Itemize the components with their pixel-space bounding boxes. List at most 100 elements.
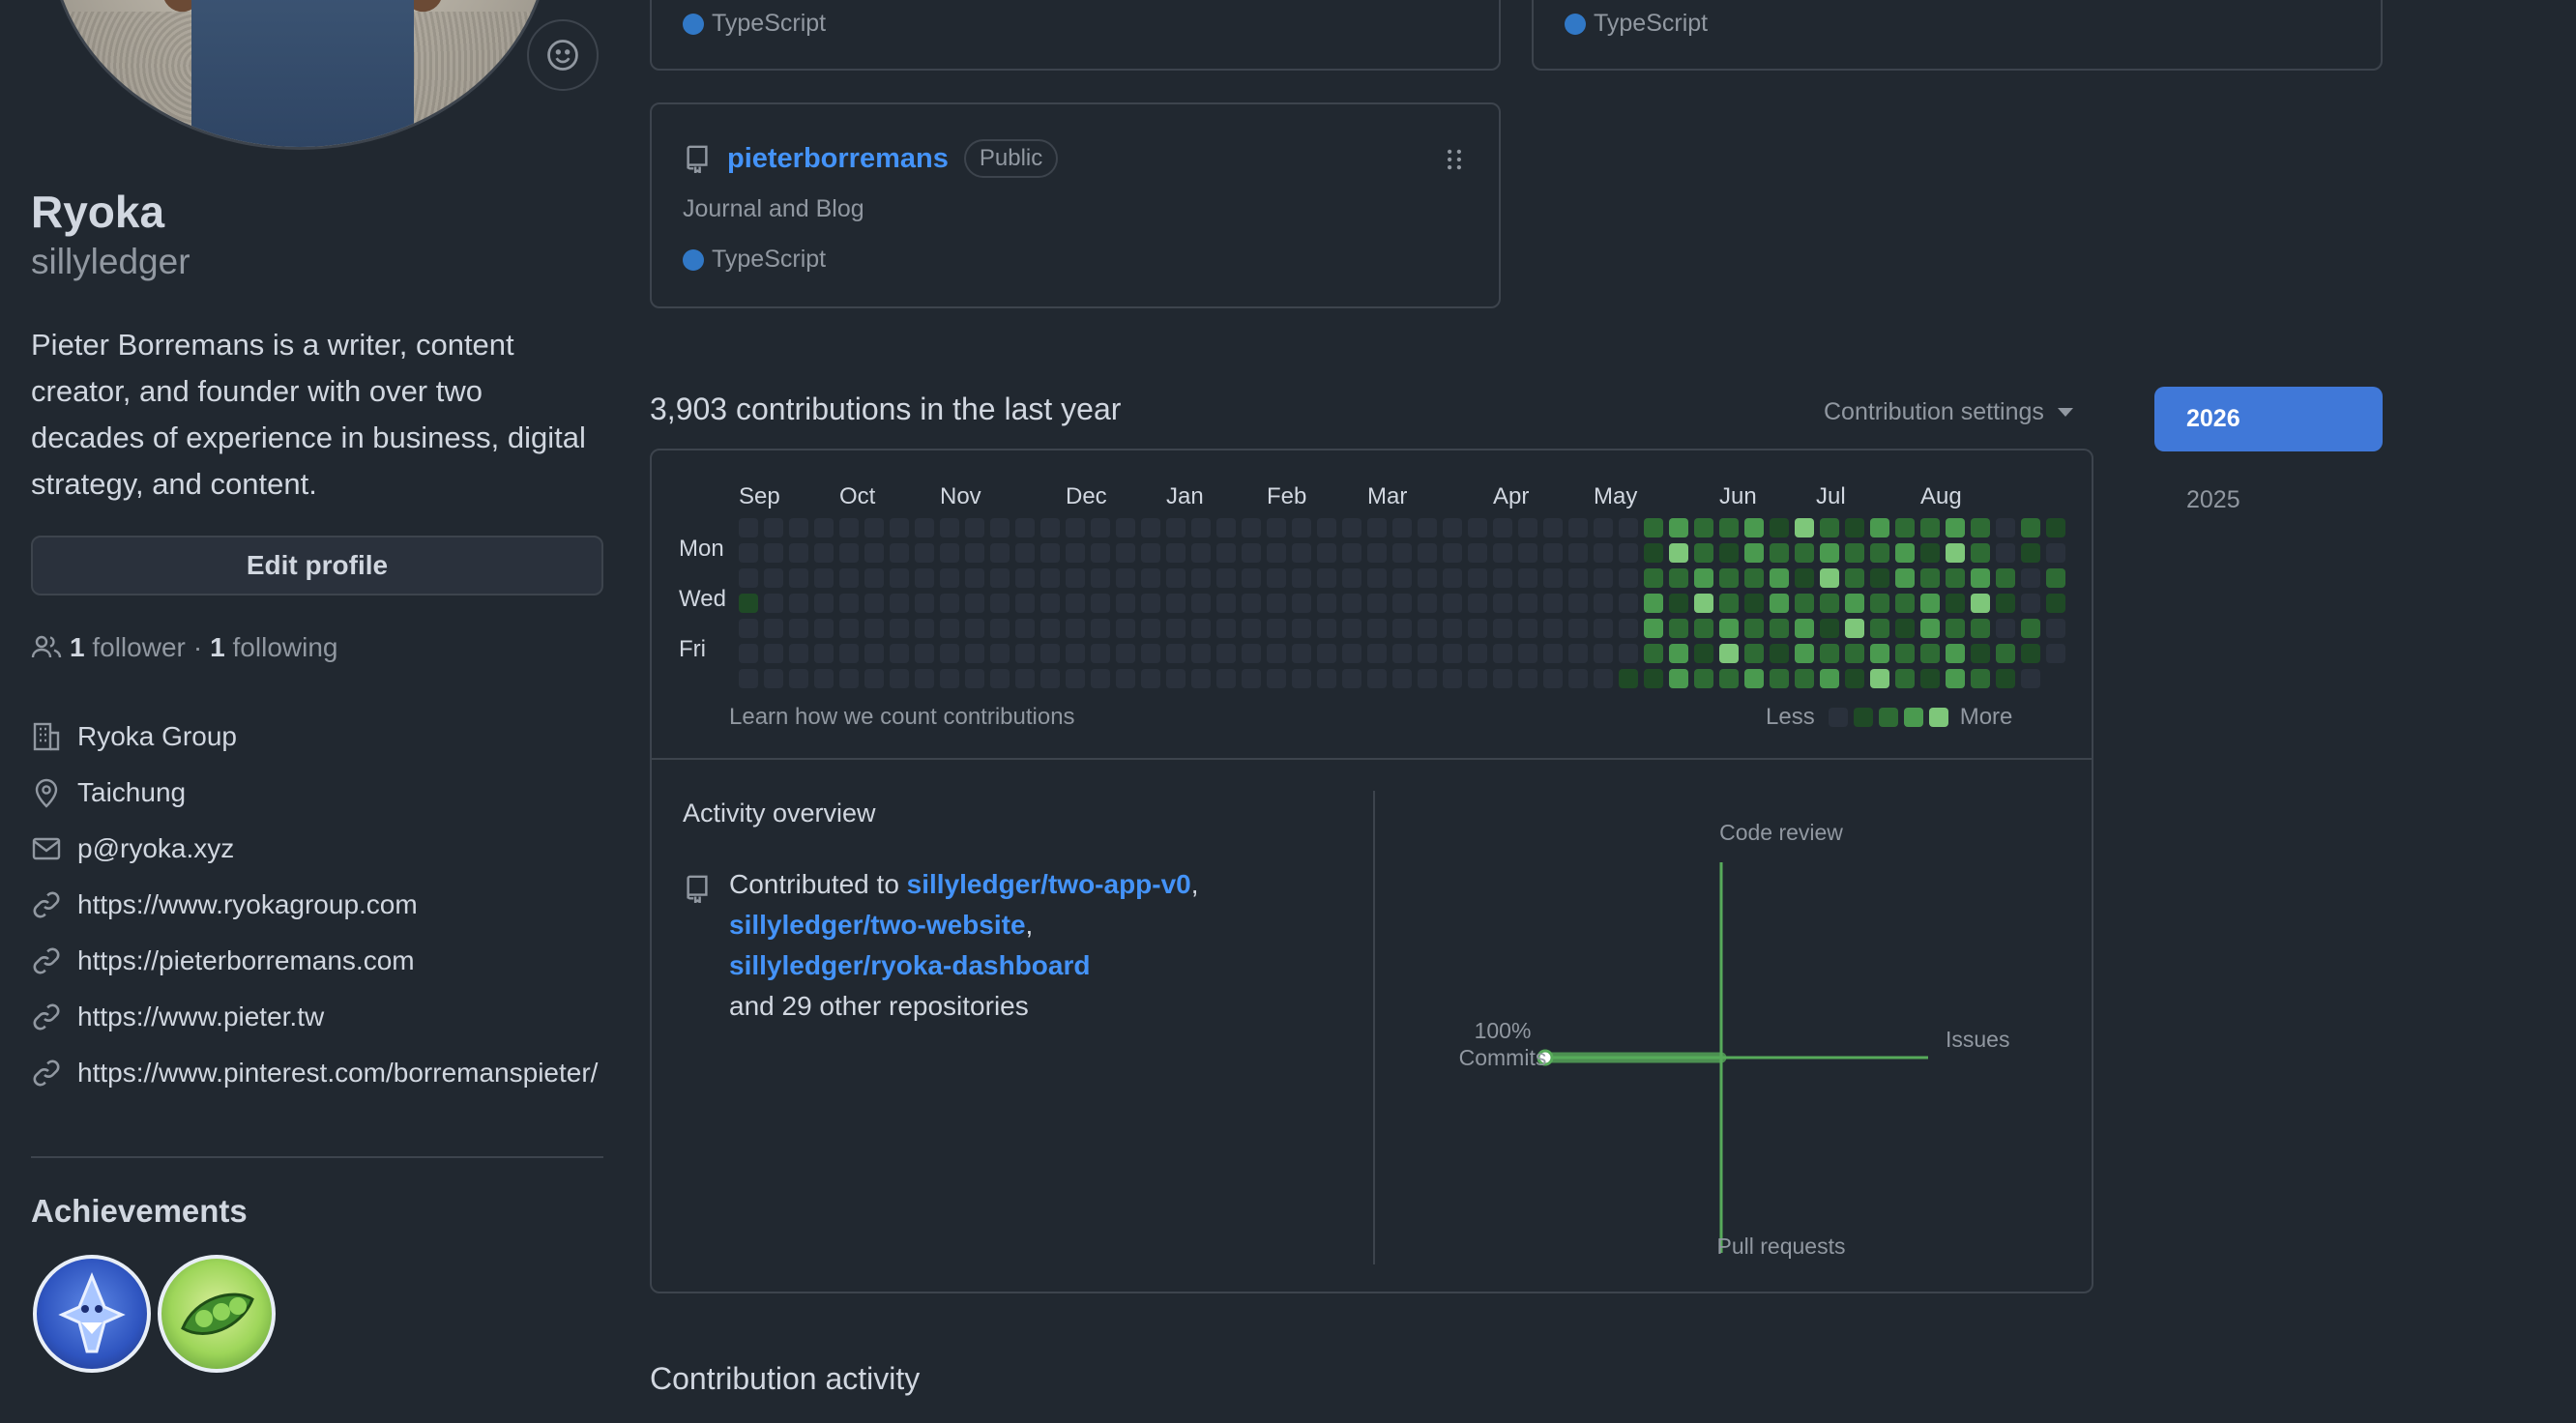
contribution-day-cell[interactable]: [1342, 568, 1361, 588]
contribution-day-cell[interactable]: [1971, 594, 1990, 613]
contribution-day-cell[interactable]: [1895, 568, 1915, 588]
contribution-day-cell[interactable]: [1518, 669, 1537, 688]
contribution-day-cell[interactable]: [965, 543, 984, 563]
contribution-day-cell[interactable]: [2046, 619, 2065, 638]
contribution-day-cell[interactable]: [1946, 543, 1965, 563]
repo-link[interactable]: sillyledger/two-website: [729, 910, 1026, 940]
contribution-day-cell[interactable]: [1895, 543, 1915, 563]
contribution-day-cell[interactable]: [1267, 644, 1286, 663]
contribution-day-cell[interactable]: [1996, 644, 2015, 663]
contribution-day-cell[interactable]: [1493, 568, 1512, 588]
contribution-day-cell[interactable]: [965, 644, 984, 663]
contribution-day-cell[interactable]: [1040, 619, 1060, 638]
contribution-day-cell[interactable]: [1744, 594, 1764, 613]
contribution-day-cell[interactable]: [1543, 669, 1563, 688]
contribution-day-cell[interactable]: [2021, 518, 2040, 537]
contribution-day-cell[interactable]: [864, 594, 884, 613]
contribution-day-cell[interactable]: [1443, 644, 1462, 663]
contribution-day-cell[interactable]: [1066, 518, 1085, 537]
contribution-day-cell[interactable]: [1694, 543, 1713, 563]
contribution-day-cell[interactable]: [1770, 543, 1789, 563]
contribution-day-cell[interactable]: [1418, 619, 1437, 638]
contribution-day-cell[interactable]: [1820, 594, 1839, 613]
contribution-day-cell[interactable]: [1946, 644, 1965, 663]
contribution-day-cell[interactable]: [1191, 543, 1211, 563]
contribution-day-cell[interactable]: [1141, 644, 1160, 663]
contribution-day-cell[interactable]: [940, 518, 959, 537]
contribution-day-cell[interactable]: [1317, 619, 1336, 638]
contribution-day-cell[interactable]: [1191, 518, 1211, 537]
contribution-day-cell[interactable]: [1015, 518, 1035, 537]
contribution-day-cell[interactable]: [1594, 568, 1613, 588]
contribution-day-cell[interactable]: [940, 568, 959, 588]
contribution-day-cell[interactable]: [1493, 543, 1512, 563]
contribution-day-cell[interactable]: [764, 669, 783, 688]
contribution-day-cell[interactable]: [789, 568, 808, 588]
contribution-day-cell[interactable]: [1242, 568, 1261, 588]
contribution-day-cell[interactable]: [1619, 543, 1638, 563]
contribution-day-cell[interactable]: [915, 543, 934, 563]
year-2025-button[interactable]: 2025: [2186, 486, 2240, 513]
contribution-day-cell[interactable]: [864, 568, 884, 588]
contribution-day-cell[interactable]: [1116, 644, 1135, 663]
contribution-day-cell[interactable]: [1770, 594, 1789, 613]
contribution-day-cell[interactable]: [1845, 518, 1864, 537]
contribution-day-cell[interactable]: [1518, 518, 1537, 537]
contribution-day-cell[interactable]: [1946, 594, 1965, 613]
contribution-day-cell[interactable]: [1619, 594, 1638, 613]
contribution-day-cell[interactable]: [1946, 518, 1965, 537]
contribution-day-cell[interactable]: [1543, 619, 1563, 638]
contribution-day-cell[interactable]: [764, 568, 783, 588]
contribution-day-cell[interactable]: [1066, 669, 1085, 688]
contribution-day-cell[interactable]: [890, 669, 909, 688]
contribution-day-cell[interactable]: [739, 518, 758, 537]
contribution-day-cell[interactable]: [990, 669, 1010, 688]
contribution-day-cell[interactable]: [1242, 619, 1261, 638]
contribution-day-cell[interactable]: [1443, 594, 1462, 613]
contribution-day-cell[interactable]: [1845, 619, 1864, 638]
contribution-day-cell[interactable]: [1116, 568, 1135, 588]
contribution-day-cell[interactable]: [940, 594, 959, 613]
contribution-day-cell[interactable]: [1191, 619, 1211, 638]
contribution-day-cell[interactable]: [1820, 669, 1839, 688]
contribution-day-cell[interactable]: [915, 669, 934, 688]
contribution-day-cell[interactable]: [2046, 518, 2065, 537]
learn-contributions-link[interactable]: Learn how we count contributions: [729, 704, 1075, 730]
contribution-day-cell[interactable]: [1669, 619, 1688, 638]
contribution-day-cell[interactable]: [2021, 543, 2040, 563]
contribution-day-cell[interactable]: [1895, 619, 1915, 638]
contribution-day-cell[interactable]: [839, 594, 859, 613]
contribution-day-cell[interactable]: [965, 594, 984, 613]
contribution-day-cell[interactable]: [1694, 518, 1713, 537]
contribution-day-cell[interactable]: [2021, 568, 2040, 588]
contribution-day-cell[interactable]: [890, 543, 909, 563]
contribution-day-cell[interactable]: [1216, 669, 1236, 688]
contribution-day-cell[interactable]: [1895, 594, 1915, 613]
contribution-day-cell[interactable]: [814, 619, 834, 638]
contribution-day-cell[interactable]: [1191, 644, 1211, 663]
contribution-day-cell[interactable]: [1091, 644, 1110, 663]
repo-link[interactable]: sillyledger/ryoka-dashboard: [729, 950, 1091, 980]
contribution-day-cell[interactable]: [1141, 594, 1160, 613]
contribution-day-cell[interactable]: [2021, 619, 2040, 638]
contribution-day-cell[interactable]: [1091, 619, 1110, 638]
contribution-day-cell[interactable]: [789, 518, 808, 537]
contribution-day-cell[interactable]: [1996, 568, 2015, 588]
contribution-day-cell[interactable]: [1141, 619, 1160, 638]
contribution-day-cell[interactable]: [1669, 669, 1688, 688]
contribution-day-cell[interactable]: [1694, 669, 1713, 688]
contribution-day-cell[interactable]: [990, 543, 1010, 563]
repo-link[interactable]: sillyledger/two-app-v0: [906, 869, 1191, 899]
contribution-day-cell[interactable]: [1920, 619, 1940, 638]
contribution-day-cell[interactable]: [764, 619, 783, 638]
contribution-day-cell[interactable]: [1392, 669, 1412, 688]
contribution-day-cell[interactable]: [1669, 594, 1688, 613]
contribution-day-cell[interactable]: [1845, 594, 1864, 613]
contribution-day-cell[interactable]: [1870, 568, 1889, 588]
contribution-day-cell[interactable]: [1996, 619, 2015, 638]
contribution-day-cell[interactable]: [1971, 543, 1990, 563]
contribution-day-cell[interactable]: [1518, 619, 1537, 638]
contribution-day-cell[interactable]: [1267, 594, 1286, 613]
contribution-day-cell[interactable]: [1895, 669, 1915, 688]
contribution-day-cell[interactable]: [1317, 568, 1336, 588]
